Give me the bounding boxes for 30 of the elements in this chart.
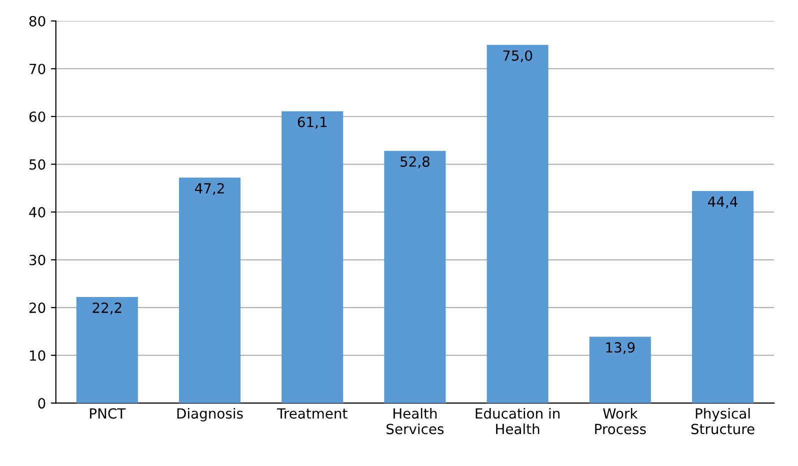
bar: [589, 336, 651, 404]
y-tick-label: 30: [30, 254, 46, 266]
data-label: 52,8: [400, 156, 430, 168]
bar: [282, 111, 344, 404]
data-label: 47,2: [194, 183, 224, 196]
y-tick-label: 10: [30, 350, 46, 361]
x-tick-label: Health Services: [386, 408, 444, 434]
bar: [178, 178, 241, 404]
x-tick-label: Work Process: [595, 408, 646, 434]
y-tick-label: 40: [29, 207, 46, 218]
y-tick-label: 60: [29, 111, 46, 122]
data-label: 75,0: [503, 50, 532, 62]
bar: [486, 44, 548, 404]
data-label: 22,2: [92, 302, 122, 314]
x-tick-label: PNCT: [90, 408, 126, 419]
x-tick-label: Education in Health: [476, 408, 560, 434]
y-tick-label: 0: [38, 398, 46, 409]
data-label: 61,1: [298, 116, 327, 129]
data-label: 13,9: [606, 342, 635, 354]
x-tick-label: Physical Structure: [691, 408, 754, 434]
x-tick-label: Treatment: [276, 408, 348, 419]
y-tick-label: 80: [29, 16, 46, 26]
bar: [384, 150, 446, 404]
bar: [76, 297, 138, 404]
x-tick-label: Diagnosis: [177, 408, 243, 422]
y-tick-label: 50: [30, 159, 46, 170]
bar: [692, 191, 754, 404]
y-tick-label: 70: [30, 64, 46, 74]
data-label: 44,4: [708, 196, 738, 208]
y-tick-label: 20: [29, 302, 46, 314]
